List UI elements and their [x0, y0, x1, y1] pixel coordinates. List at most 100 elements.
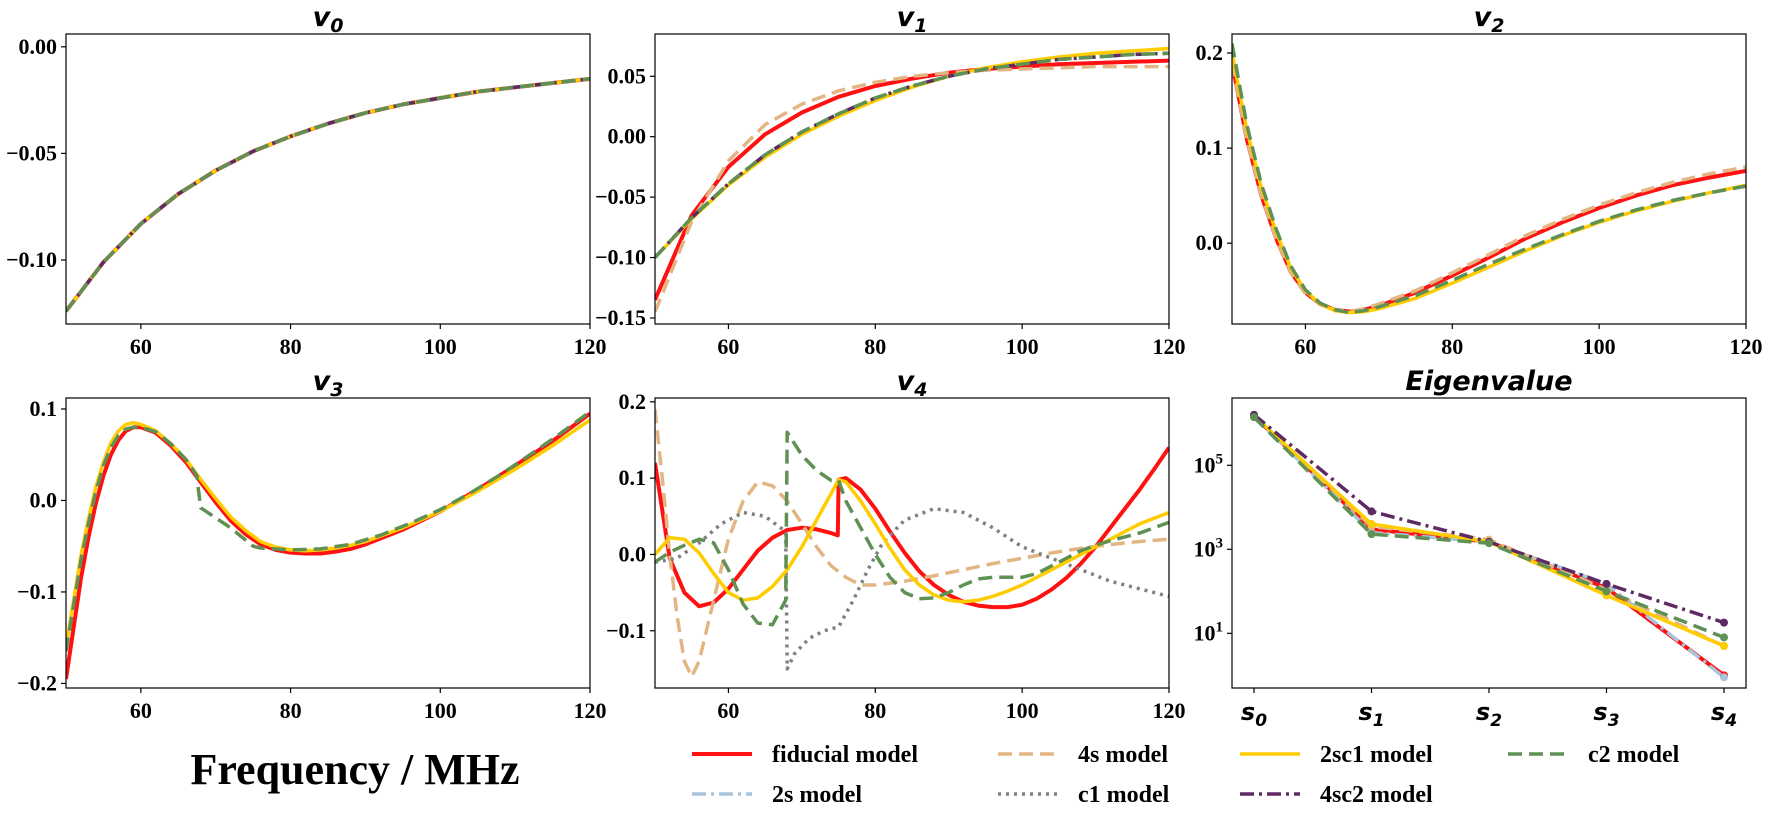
y-tick-label: 0.00 [19, 34, 58, 59]
series-line-fiducial-4 [655, 446, 1169, 610]
series-line-4s-5 [1252, 414, 1725, 648]
y-tick-label: −0.1 [606, 618, 646, 643]
legend-label-c2: c2 model [1588, 742, 1680, 768]
x-tick-label: s2 [1476, 698, 1502, 731]
point-4sc2-1 [1367, 507, 1376, 516]
y-tick-label: −0.05 [6, 140, 57, 165]
panel-title-5: Eigenvalue [1405, 366, 1572, 397]
y-tick-label: 0.1 [1196, 135, 1224, 160]
x-tick-label: 60 [130, 334, 152, 359]
legend-label-2s: 2s model [772, 782, 862, 808]
y-tick-label: 0.2 [619, 389, 647, 414]
x-axis-label: Frequency / MHz [190, 745, 519, 794]
x-tick-label: 80 [864, 698, 886, 723]
series-line-c2-2 [1232, 43, 1746, 315]
x-tick-label: 80 [280, 334, 302, 359]
y-tick-label: 0.0 [30, 487, 58, 512]
panel-title-4: v4 [897, 366, 928, 401]
x-tick-label: 120 [1730, 334, 1763, 359]
legend: fiducial model 2s model 4s model c1 model 2s… [692, 742, 1680, 808]
y-tick-label: 0.1 [30, 396, 58, 421]
x-tick-label: 60 [717, 698, 739, 723]
panel-title-0: v0 [313, 2, 344, 37]
axes-frame-0 [65, 33, 591, 325]
x-tick-label: 80 [864, 334, 886, 359]
y-tick-label: 101 [1194, 619, 1224, 645]
legend-label-c1: c1 model [1078, 782, 1170, 808]
panel-title-1: v1 [897, 2, 928, 37]
point-c2-0 [1250, 413, 1258, 422]
y-tick-label: 103 [1194, 535, 1224, 561]
series-line-c2-0 [66, 77, 590, 313]
series-line-fiducial-3 [66, 411, 590, 680]
x-tick-label: 100 [424, 698, 457, 723]
x-tick-label: 100 [1006, 334, 1039, 359]
axes-frame-1 [654, 33, 1170, 325]
x-tick-label: 80 [280, 698, 302, 723]
axes-frame-2 [1231, 33, 1747, 325]
series-line-4s-2 [1232, 62, 1746, 314]
series-line-4s-0 [66, 77, 590, 313]
series-line-fiducial-0 [66, 76, 590, 313]
point-4sc2-3 [1602, 579, 1611, 588]
axes-frame-3 [65, 397, 591, 689]
series-line-4sc2-5 [1252, 413, 1725, 625]
x-tick-label: s1 [1358, 698, 1384, 731]
y-tick-label: 0.2 [1196, 40, 1224, 65]
panel-1: v1 0.05 0.00 −0.05 −0.10 −0.15 60 80 100 120 [595, 2, 1186, 359]
series-line-2sc1-3 [66, 418, 590, 648]
x-tick-label: 120 [574, 334, 607, 359]
series-line-c2-1 [655, 51, 1169, 259]
panel-3: v3 0.1 0.0 −0.1 −0.2 60 80 100 120 [17, 366, 607, 723]
point-2sc1-4 [1720, 641, 1728, 650]
panel-title-3: v3 [313, 366, 344, 401]
panel-2: v2 0.2 0.1 0.0 60 80 100 120 [1196, 2, 1763, 359]
panel-0: v0 0.00 −0.05 −0.10 60 80 100 120 [6, 2, 607, 359]
x-tick-label: s0 [1241, 698, 1267, 731]
y-tick-label: 0.1 [619, 465, 647, 490]
x-tick-label: s4 [1711, 698, 1737, 731]
y-tick-label: −0.1 [17, 579, 57, 604]
axes-frame-4 [654, 397, 1170, 689]
y-tick-label: −0.05 [595, 184, 646, 209]
point-2s-4 [1720, 673, 1728, 682]
panel-title-2: v2 [1474, 2, 1505, 37]
y-tick-label: 0.0 [619, 541, 647, 566]
series-line-2sc1-0 [66, 77, 590, 313]
point-4sc2-4 [1720, 618, 1728, 627]
series-line-4sc2-0 [66, 77, 590, 313]
point-c2-1 [1367, 530, 1376, 539]
point-2sc1-1 [1367, 520, 1376, 529]
y-tick-label: 0.0 [1196, 230, 1224, 255]
panel-4: v4 0.2 0.1 0.0 −0.1 60 80 100 120 [606, 366, 1186, 723]
series-line-c2-5 [1252, 415, 1725, 640]
x-tick-label: 100 [1006, 698, 1039, 723]
y-tick-label: 105 [1194, 451, 1224, 477]
series-line-fiducial-2 [1232, 62, 1746, 314]
x-tick-label: 60 [1294, 334, 1316, 359]
series-line-4s-1 [655, 64, 1169, 313]
series-line-fiducial-1 [655, 58, 1169, 301]
x-tick-label: 120 [574, 698, 607, 723]
legend-label-4sc2: 4sc2 model [1320, 782, 1433, 808]
series-line-2sc1-5 [1252, 414, 1725, 648]
series-line-2sc1-4 [655, 477, 1169, 604]
legend-label-fiducial: fiducial model [772, 742, 918, 768]
x-tick-label: 100 [1583, 334, 1616, 359]
y-tick-label: −0.10 [6, 247, 57, 272]
x-tick-label: 120 [1153, 334, 1186, 359]
panel-5: Eigenvalue 105 103 101 s0 s1 s2 s3 s4 [1194, 366, 1747, 731]
series-line-c2-4 [655, 430, 1169, 627]
point-c2-3 [1602, 587, 1611, 596]
point-c2-4 [1720, 633, 1728, 642]
x-tick-label: 120 [1153, 698, 1186, 723]
y-tick-label: −0.10 [595, 245, 646, 270]
point-c2-2 [1485, 539, 1493, 548]
y-tick-label: 0.00 [608, 124, 647, 149]
x-tick-label: 100 [424, 334, 457, 359]
x-tick-label: 60 [130, 698, 152, 723]
series-line-2s-0 [66, 77, 590, 313]
x-tick-label: 60 [717, 334, 739, 359]
y-tick-label: −0.2 [17, 670, 57, 695]
